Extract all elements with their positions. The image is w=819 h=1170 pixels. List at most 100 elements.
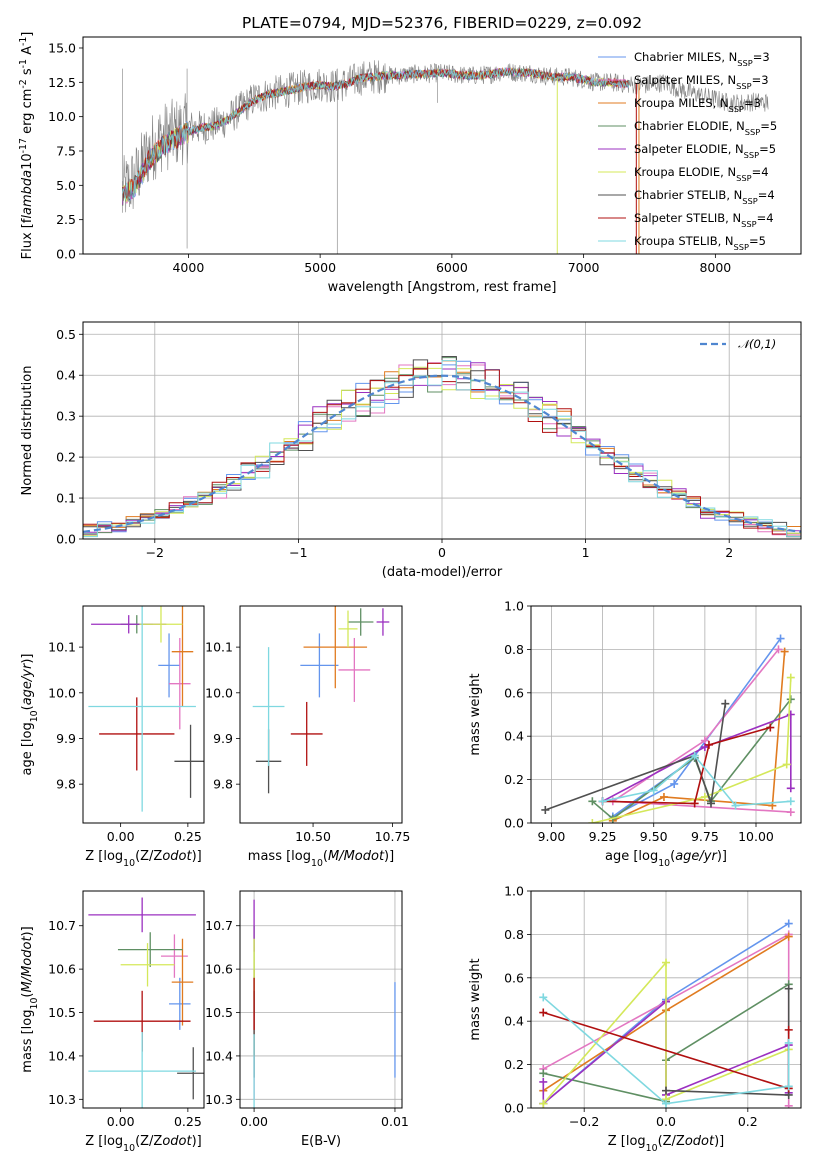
weight-marker bbox=[784, 1101, 793, 1108]
weight-line-2 bbox=[612, 651, 786, 822]
weight-marker bbox=[588, 819, 597, 823]
axes-mass_vs_ebv: 0.00 0.01 10.3 10.4 10.5 10.6 10.7 E(B-V) bbox=[205, 890, 409, 1149]
errorbar-point bbox=[338, 637, 371, 702]
y-tick-label: 10.7 bbox=[205, 918, 233, 933]
weight-marker bbox=[541, 805, 550, 814]
x-tick-label: 4000 bbox=[172, 260, 204, 275]
axes-spectrum: 4000 5000 6000 7000 8000 0.0 2.5 5.0 7.5 10.0 12.5… bbox=[18, 32, 802, 295]
axes-frame bbox=[530, 605, 802, 824]
plot-area-age_vs_Z bbox=[88, 606, 204, 812]
errorbar-point bbox=[120, 943, 175, 987]
x-tick-label: 0.25 bbox=[174, 829, 202, 844]
weight-marker bbox=[707, 799, 715, 808]
weight-line-5 bbox=[542, 960, 790, 1105]
x-tick-label: 0.00 bbox=[107, 1114, 135, 1129]
weight-marker bbox=[786, 808, 795, 817]
y-tick-label: 10.7 bbox=[48, 918, 76, 933]
x-tick-label: 9.50 bbox=[640, 829, 668, 844]
weight-marker bbox=[662, 1086, 670, 1095]
weight-marker bbox=[539, 1008, 548, 1017]
y-tick-label: 0.0 bbox=[504, 1101, 524, 1116]
weight-marker bbox=[784, 1038, 793, 1047]
weight-marker bbox=[780, 647, 789, 656]
errorbar-point bbox=[139, 606, 183, 643]
y-tick-label: 10.4 bbox=[205, 1048, 233, 1063]
y-tick-label: 9.9 bbox=[213, 731, 233, 746]
y-tick-label: 0.5 bbox=[56, 327, 76, 342]
axes-residuals: −2 −1 0 1 2 0.0 0.1 0.2 0.3 0.4 0.5 (data-model)/er… bbox=[20, 321, 802, 580]
legend-label: Kroupa MILES, NSSP=3 bbox=[634, 96, 761, 114]
figure-title: PLATE=0794, MJD=52376, FIBERID=0229, z=0… bbox=[242, 14, 642, 32]
x-tick-label: 5000 bbox=[304, 260, 336, 275]
axes-frame bbox=[82, 890, 205, 1109]
errorbar-point bbox=[171, 938, 194, 1026]
legend-label: Chabrier MILES, NSSP=3 bbox=[634, 50, 770, 68]
errorbar-point bbox=[300, 633, 339, 698]
weight-marker bbox=[598, 797, 607, 806]
weight-marker bbox=[786, 710, 795, 719]
x-tick-label: 9.25 bbox=[589, 829, 617, 844]
y-tick-label: 0.6 bbox=[504, 685, 524, 700]
weight-marker bbox=[690, 751, 699, 760]
normal-curve bbox=[83, 374, 801, 533]
weight-marker bbox=[786, 784, 795, 793]
legend: Chabrier MILES, NSSP=3 Salpeter MILES, NS… bbox=[598, 50, 777, 252]
plot-area-mass_vs_Z bbox=[88, 897, 204, 1108]
weight-marker bbox=[700, 792, 709, 801]
y-tick-label: 15.0 bbox=[48, 40, 76, 55]
plot-area-weight_vs_Z bbox=[539, 919, 793, 1108]
legend-label: Chabrier ELODIE, NSSP=5 bbox=[634, 119, 777, 137]
weight-marker bbox=[766, 723, 775, 732]
histogram-8 bbox=[83, 360, 801, 538]
weight-line-7 bbox=[602, 726, 771, 805]
y-tick-label: 1.0 bbox=[504, 599, 524, 614]
y-tick-label: 10.5 bbox=[205, 1005, 233, 1020]
axes-frame bbox=[239, 890, 403, 1109]
weight-marker bbox=[690, 799, 699, 808]
x-tick-label: 10.50 bbox=[295, 829, 331, 844]
legend-label: 𝒩(0,1) bbox=[738, 337, 776, 351]
x-axis-label: Z [log10(Z/Zodot)] bbox=[85, 1134, 202, 1154]
errorbar-point bbox=[169, 637, 191, 730]
x-tick-label: 9.75 bbox=[691, 829, 719, 844]
y-tick-label: 0.0 bbox=[504, 816, 524, 831]
errorbar-point bbox=[160, 934, 188, 978]
legend-label: Salpeter MILES, NSSP=3 bbox=[634, 73, 769, 91]
axes-weight_vs_age: 9.00 9.25 9.50 9.75 10.00 0.0 0.2 0.4 0.6 0.8 1.0 a… bbox=[468, 599, 802, 869]
x-tick-label: 8000 bbox=[699, 260, 731, 275]
y-axis-label: Flux [flambda10-17 erg cm-2 s-1 A-1] bbox=[18, 32, 36, 260]
y-tick-label: 0.6 bbox=[504, 970, 524, 985]
legend-label: Kroupa ELODIE, NSSP=4 bbox=[634, 165, 769, 183]
weight-marker bbox=[782, 760, 791, 769]
y-tick-label: 0.1 bbox=[56, 491, 76, 506]
x-tick-label: 7000 bbox=[568, 260, 600, 275]
weight-marker bbox=[659, 792, 668, 801]
y-axis-label: mass [log10(M/Modot)] bbox=[20, 926, 40, 1072]
model-spectrum-7 bbox=[122, 67, 630, 200]
x-tick-label: 0 bbox=[438, 545, 446, 560]
y-tick-label: 10.3 bbox=[205, 1092, 233, 1107]
errorbar-point bbox=[376, 608, 390, 636]
y-tick-label: 9.9 bbox=[56, 731, 76, 746]
legend-label: Chabrier STELIB, NSSP=4 bbox=[634, 188, 775, 206]
x-tick-label: 0.00 bbox=[107, 829, 135, 844]
y-tick-label: 0.2 bbox=[504, 772, 524, 787]
y-tick-label: 10.1 bbox=[205, 640, 233, 655]
weight-marker bbox=[539, 1077, 548, 1086]
y-tick-label: 9.8 bbox=[213, 777, 233, 792]
x-axis-label: wavelength [Angstrom, rest frame] bbox=[328, 280, 557, 295]
weight-line-4 bbox=[602, 713, 792, 803]
y-tick-label: 10.3 bbox=[48, 1092, 76, 1107]
errorbar-point bbox=[177, 1047, 204, 1100]
weight-marker bbox=[704, 740, 713, 749]
plot-area-residuals bbox=[83, 356, 801, 538]
y-tick-label: 0.2 bbox=[504, 1057, 524, 1072]
errorbar-point bbox=[290, 701, 323, 766]
weight-line-6 bbox=[545, 703, 727, 811]
x-axis-label: mass [log10(M/Modot)] bbox=[248, 849, 394, 869]
x-tick-label: 10.00 bbox=[738, 829, 774, 844]
x-tick-label: −0.2 bbox=[569, 1114, 599, 1129]
x-tick-label: 6000 bbox=[436, 260, 468, 275]
axes-mass_vs_Z: 0.00 0.25 10.3 10.4 10.5 10.6 10.7 Z [log10(Z/Z… bbox=[20, 890, 205, 1154]
axes-frame bbox=[530, 890, 802, 1109]
